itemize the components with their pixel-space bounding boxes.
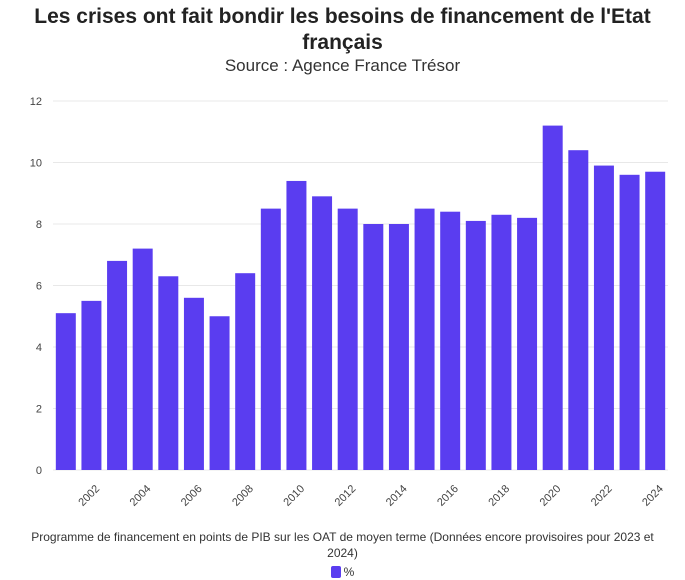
y-tick-label: 2: [36, 404, 42, 416]
x-tick-label: 2006: [179, 483, 205, 509]
chart-title: Les crises ont fait bondir les besoins d…: [34, 5, 651, 54]
bar[interactable]: [465, 220, 486, 470]
bar[interactable]: [312, 196, 333, 470]
bar[interactable]: [286, 180, 307, 470]
bar[interactable]: [235, 273, 256, 470]
bar[interactable]: [440, 211, 461, 470]
chart-caption: Programme de financement en points de PI…: [31, 530, 654, 560]
legend: %: [0, 565, 685, 579]
x-tick-label: 2014: [384, 483, 410, 509]
x-tick-label: 2008: [230, 483, 256, 509]
bar[interactable]: [158, 276, 179, 470]
bar[interactable]: [260, 208, 281, 470]
bar[interactable]: [491, 214, 512, 470]
x-tick-label: 2024: [640, 483, 666, 509]
legend-label: %: [343, 565, 355, 579]
x-tick-label: 2004: [128, 483, 154, 509]
bar[interactable]: [619, 174, 640, 471]
bar[interactable]: [568, 150, 589, 470]
bar[interactable]: [81, 300, 102, 470]
y-tick-label: 12: [30, 96, 42, 108]
x-tick-label: 2010: [281, 483, 307, 509]
x-tick-label: 2016: [435, 483, 461, 509]
bar[interactable]: [542, 125, 563, 470]
x-axis-ticks: 2002 2004 2006 2008 2010 2012 2014 2016 2018 2020…: [76, 483, 666, 509]
bar[interactable]: [107, 260, 128, 470]
bar[interactable]: [645, 171, 666, 470]
bar[interactable]: [388, 224, 409, 470]
bar[interactable]: [337, 208, 358, 470]
y-tick-label: 10: [30, 158, 42, 170]
bar[interactable]: [517, 217, 538, 470]
x-tick-label: 2020: [538, 483, 564, 509]
legend-swatch: [330, 566, 341, 578]
bar[interactable]: [593, 165, 614, 470]
x-tick-label: 2002: [76, 483, 102, 509]
y-tick-label: 0: [36, 465, 42, 477]
x-tick-label: 2022: [589, 483, 615, 509]
gridlines: [53, 100, 668, 471]
bar[interactable]: [55, 313, 76, 470]
bar[interactable]: [414, 208, 435, 470]
y-tick-label: 8: [36, 219, 42, 231]
x-tick-label: 2018: [486, 483, 512, 509]
bar[interactable]: [363, 224, 384, 470]
x-tick-label: 2012: [333, 483, 359, 509]
bars: [55, 125, 666, 471]
y-tick-label: 4: [36, 342, 42, 354]
y-axis-ticks: 0 2 4 6 8 10 12: [30, 96, 42, 477]
bar[interactable]: [183, 297, 204, 470]
bar[interactable]: [132, 248, 153, 470]
bar[interactable]: [209, 316, 230, 470]
chart-subtitle: Source : Agence France Trésor: [224, 56, 461, 75]
y-tick-label: 6: [36, 281, 42, 293]
